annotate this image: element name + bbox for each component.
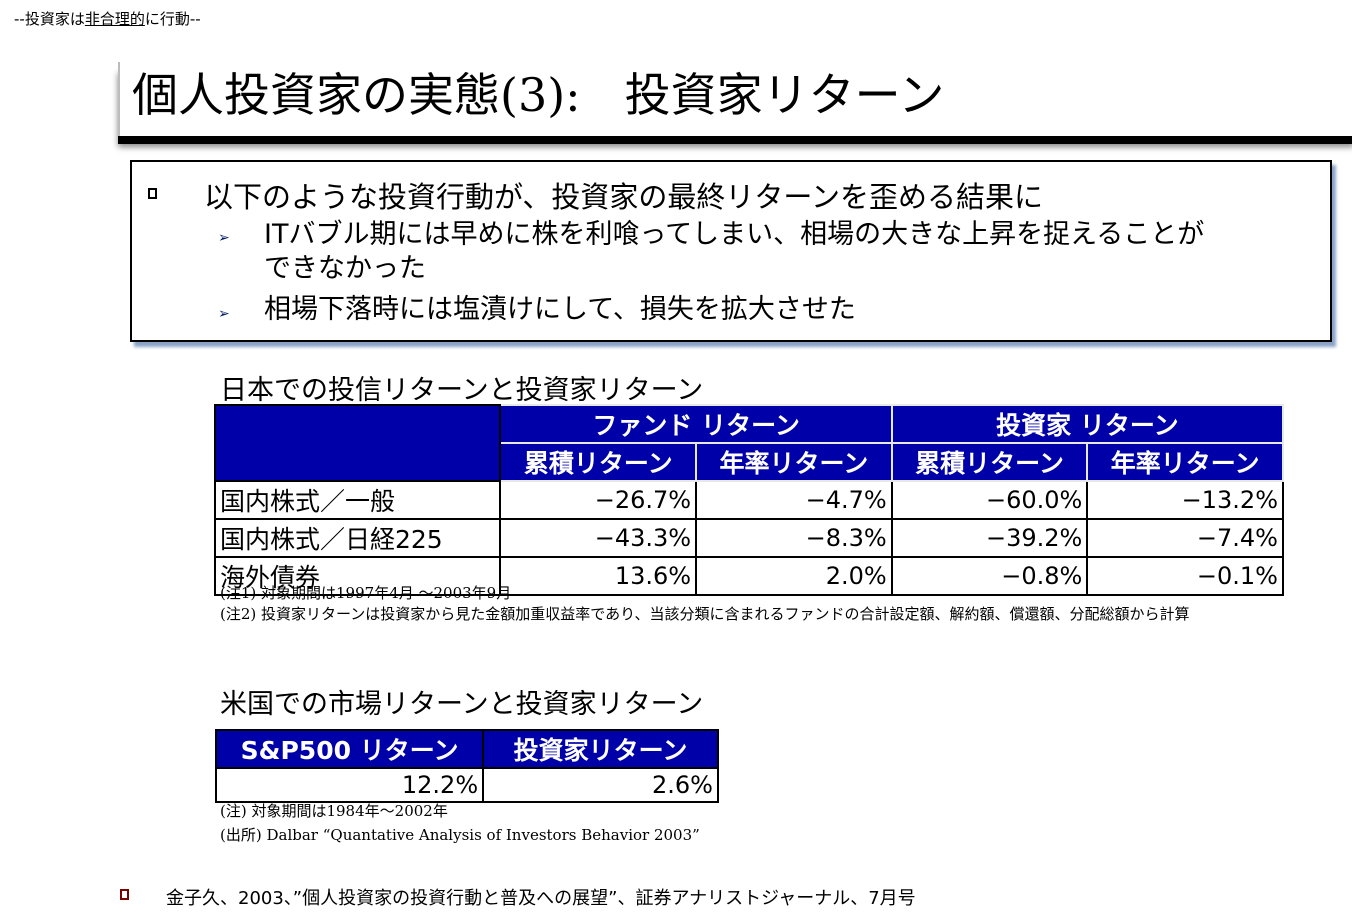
table-cell: −43.3% xyxy=(499,518,698,558)
header-label-prefix: --投資家は xyxy=(14,10,85,28)
table-cell: 2.6% xyxy=(482,767,719,803)
table-corner xyxy=(213,404,502,482)
square-bullet-icon xyxy=(148,188,157,199)
group-header-investor: 投資家 リターン xyxy=(890,404,1285,444)
table-cell: 12.2% xyxy=(214,767,485,803)
table-cell: 13.6% xyxy=(499,556,698,596)
us-note1: (注) 対象期間は1984年～2002年 xyxy=(220,802,448,820)
title-bar: 個人投資家の実態(3): 投資家リターン xyxy=(118,62,1352,136)
summary-sub1-line1: ITバブル期には早めに株を利喰ってしまい、相場の大きな上昇を捉えることが xyxy=(264,219,1205,250)
summary-sub2: 相場下落時には塩漬けにして、損失を拡大させた xyxy=(264,294,856,325)
table-row: 海外債券 13.6% 2.0% −0.8% −0.1% xyxy=(213,556,1284,596)
table-cell: 2.0% xyxy=(695,556,893,596)
table-row: 12.2% 2.6% xyxy=(214,767,719,803)
table-cell: −13.2% xyxy=(1086,480,1284,520)
col-header: 年率リターン xyxy=(695,442,893,482)
table-cell: −8.3% xyxy=(695,518,893,558)
header-label: --投資家は非合理的に行動-- xyxy=(14,8,201,29)
japan-section-title: 日本での投信リターンと投資家リターン xyxy=(220,375,704,406)
us-note2: (出所) Dalbar “Quantative Analysis of Inve… xyxy=(220,826,700,844)
summary-box: 以下のような投資行動が、投資家の最終リターンを歪める結果に ➢ ITバブル期には… xyxy=(130,160,1332,342)
group-header-fund: ファンド リターン xyxy=(499,404,893,444)
row-label: 海外債券 xyxy=(213,556,502,596)
arrow-bullet-icon: ➢ xyxy=(218,230,230,246)
summary-sub1-line2: できなかった xyxy=(264,253,426,284)
japan-note1: (注1) 対象期間は1997年4月 ～2003年9月 xyxy=(220,584,512,602)
row-label: 国内株式／日経225 xyxy=(213,518,502,558)
title-part2: (3): xyxy=(500,68,581,122)
table-cell: −26.7% xyxy=(499,480,698,520)
footer-square-bullet-icon xyxy=(120,889,129,900)
title-banner: 個人投資家の実態(3): 投資家リターン xyxy=(118,62,1352,150)
summary-bullet: 以下のような投資行動が、投資家の最終リターンを歪める結果に xyxy=(204,180,1043,214)
footer-citation: 金子久、2003、”個人投資家の投資行動と普及への展望”、証券アナリストジャーナ… xyxy=(166,888,916,909)
table-cell: −0.1% xyxy=(1086,556,1284,596)
table-cell: −39.2% xyxy=(890,518,1089,558)
col-header: 累積リターン xyxy=(890,442,1089,482)
table-row: 国内株式／一般 −26.7% −4.7% −60.0% −13.2% xyxy=(213,480,1284,520)
col-header: S&P500 リターン xyxy=(214,729,485,769)
table-cell: −60.0% xyxy=(890,480,1089,520)
table-cell: −7.4% xyxy=(1086,518,1284,558)
col-header: 年率リターン xyxy=(1086,442,1284,482)
col-header: 投資家リターン xyxy=(482,729,719,769)
header-label-underlined: 非合理的 xyxy=(84,10,145,28)
title-part3: 投資家リターン xyxy=(624,68,945,122)
arrow-bullet-icon: ➢ xyxy=(218,306,230,322)
japan-note2: (注2) 投資家リターンは投資家から見た金額加重収益率であり、当該分類に含まれる… xyxy=(220,605,1190,623)
col-header: 累積リターン xyxy=(499,442,698,482)
header-label-suffix: に行動-- xyxy=(144,10,201,28)
us-section-title: 米国での市場リターンと投資家リターン xyxy=(220,689,704,720)
row-label: 国内株式／一般 xyxy=(213,480,502,520)
japan-returns-table: ファンド リターン 投資家 リターン 累積リターン 年率リターン 累積リターン … xyxy=(213,404,1285,596)
table-cell: −4.7% xyxy=(695,480,893,520)
table-cell: −0.8% xyxy=(890,556,1089,596)
us-returns-table: S&P500 リターン 投資家リターン 12.2% 2.6% xyxy=(214,729,719,803)
title-part1: 個人投資家の実態 xyxy=(132,68,500,122)
page-title: 個人投資家の実態(3): 投資家リターン xyxy=(132,62,944,128)
table-row: 国内株式／日経225 −43.3% −8.3% −39.2% −7.4% xyxy=(213,518,1284,558)
